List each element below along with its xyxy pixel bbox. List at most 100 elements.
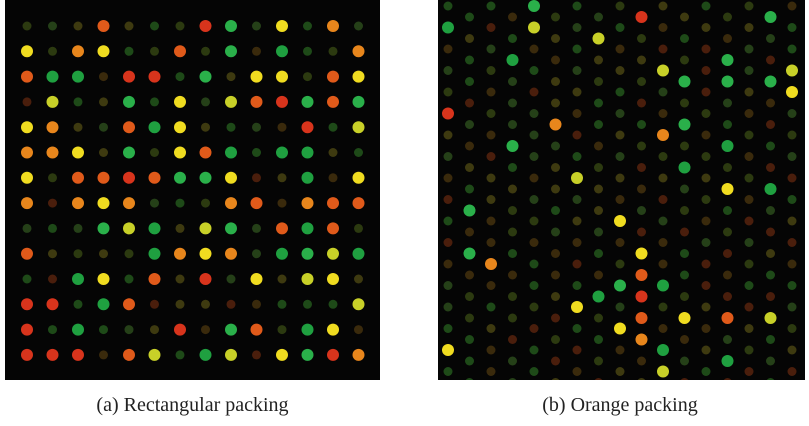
spot — [227, 300, 236, 309]
spot — [530, 45, 539, 54]
spot — [125, 47, 134, 56]
spot — [571, 301, 583, 313]
spot — [487, 23, 496, 32]
spot — [201, 325, 210, 334]
spot — [530, 367, 539, 376]
spot — [636, 269, 648, 281]
spot — [329, 47, 338, 56]
spot — [353, 172, 365, 184]
spot — [327, 248, 339, 260]
spot — [723, 163, 732, 172]
spot — [47, 349, 59, 361]
spot — [329, 148, 338, 157]
spot — [723, 249, 732, 258]
spot — [442, 344, 454, 356]
spot — [573, 131, 582, 140]
spot — [702, 66, 711, 75]
spot — [465, 163, 474, 172]
spot — [507, 140, 519, 152]
spot — [680, 56, 689, 65]
spot — [465, 271, 474, 280]
spot — [487, 281, 496, 290]
spot — [745, 367, 754, 376]
spot — [508, 163, 517, 172]
spot — [680, 228, 689, 237]
spot — [465, 77, 474, 86]
spot — [303, 22, 312, 31]
spot — [657, 65, 669, 77]
spot — [745, 2, 754, 11]
spot — [637, 228, 646, 237]
spot — [444, 174, 453, 183]
spot — [302, 147, 314, 159]
spot — [276, 20, 288, 32]
spot — [225, 222, 237, 234]
spot — [174, 121, 186, 133]
spot — [99, 97, 108, 106]
spot — [659, 109, 668, 118]
spot — [702, 2, 711, 11]
spot — [766, 271, 775, 280]
spot — [252, 249, 261, 258]
spot — [276, 147, 288, 159]
spot — [252, 173, 261, 182]
spot — [252, 148, 261, 157]
spot — [444, 217, 453, 226]
spot — [74, 22, 83, 31]
spot — [327, 349, 339, 361]
spot — [594, 99, 603, 108]
spot — [657, 129, 669, 141]
spot — [530, 238, 539, 247]
spot — [745, 152, 754, 161]
spot — [594, 249, 603, 258]
spot — [594, 77, 603, 86]
spot — [636, 11, 648, 23]
spot — [98, 298, 110, 310]
spot — [616, 195, 625, 204]
spot — [786, 65, 798, 77]
spot — [680, 249, 689, 258]
spot — [723, 292, 732, 301]
spot — [47, 96, 59, 108]
spot — [637, 120, 646, 129]
spot — [201, 199, 210, 208]
spot — [616, 238, 625, 247]
spot — [278, 325, 287, 334]
spot — [616, 109, 625, 118]
spot — [487, 238, 496, 247]
spot — [150, 199, 159, 208]
spot — [302, 349, 314, 361]
spot — [530, 260, 539, 269]
spot — [551, 142, 560, 151]
spot — [594, 163, 603, 172]
spot — [723, 335, 732, 344]
spot — [302, 172, 314, 184]
spot — [123, 121, 135, 133]
spot — [766, 142, 775, 151]
spot — [765, 11, 777, 23]
spot — [508, 13, 517, 22]
spot — [48, 173, 57, 182]
spot — [745, 346, 754, 355]
spot — [123, 147, 135, 159]
spot — [528, 22, 540, 34]
spot — [278, 275, 287, 284]
spot — [444, 238, 453, 247]
spot — [444, 66, 453, 75]
spot — [329, 123, 338, 132]
spot — [659, 45, 668, 54]
spot — [251, 273, 263, 285]
spot — [302, 248, 314, 260]
spot — [485, 258, 497, 270]
spot — [225, 349, 237, 361]
spot — [150, 325, 159, 334]
spot — [680, 34, 689, 43]
spot — [225, 197, 237, 209]
spot — [48, 199, 57, 208]
spot — [487, 66, 496, 75]
spot — [444, 131, 453, 140]
spot — [252, 47, 261, 56]
spot — [657, 280, 669, 292]
spot — [21, 172, 33, 184]
spot — [594, 357, 603, 366]
